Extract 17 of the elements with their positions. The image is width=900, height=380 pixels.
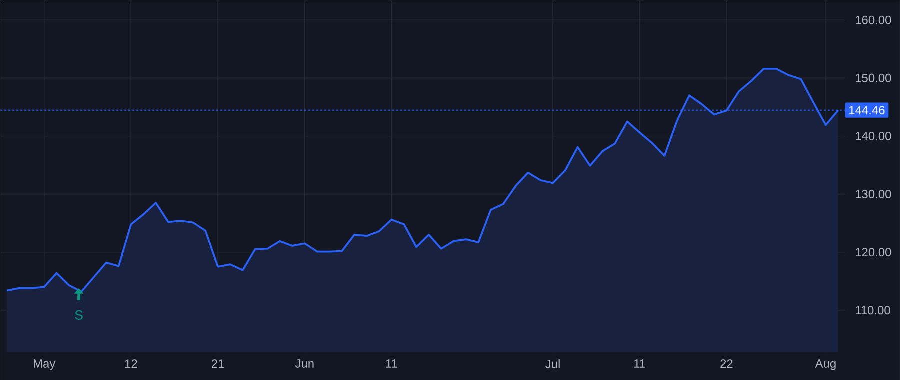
x-tick-label: 11 [634,359,646,368]
x-tick-label: 22 [720,359,733,368]
x-tick-label: 11 [386,359,398,368]
annotation: S [75,310,83,320]
x-tick-label: 12 [125,359,138,368]
ref-line-label: 144.46 [850,106,885,115]
y-tick-label: 120.00 [856,248,892,257]
y-tick-label: 150.00 [856,74,892,82]
x-tick-label: Jun [295,359,314,368]
x-tick-label: 21 [212,359,224,368]
y-tick-label: 110.00 [856,306,890,315]
x-tick-label: May [34,359,56,370]
y-tick-label: 160.00 [856,16,892,24]
y-tick-label: 130.00 [856,190,892,198]
x-tick-label: Jul [546,359,560,368]
x-tick-label: Aug [815,359,836,370]
y-tick-label: 140.00 [856,132,892,140]
